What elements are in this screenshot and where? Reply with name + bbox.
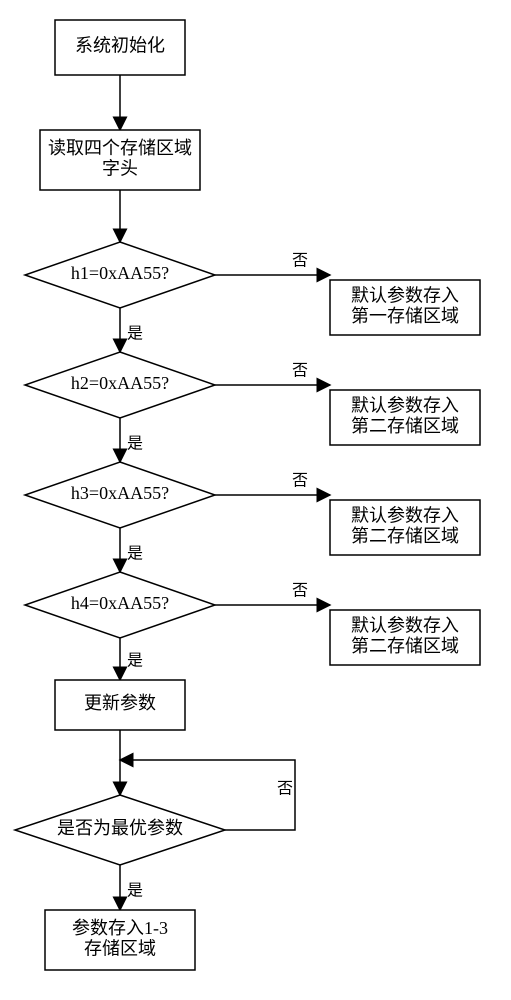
flow-node: 默认参数存入第二存储区域 <box>330 390 480 445</box>
flow-node: 默认参数存入第一存储区域 <box>330 280 480 335</box>
flow-node: 更新参数 <box>55 680 185 730</box>
node-label: 读取四个存储区域 <box>48 138 192 158</box>
flow-node: 读取四个存储区域字头 <box>40 130 200 190</box>
node-label: h2=0xAA55? <box>71 373 169 393</box>
flow-node: 默认参数存入第二存储区域 <box>330 500 480 555</box>
node-label: 第二存储区域 <box>351 636 459 656</box>
flow-node: h4=0xAA55? <box>25 572 215 638</box>
edge-label: 是 <box>127 436 143 453</box>
edge-label: 是 <box>127 546 143 563</box>
flow-node: h3=0xAA55? <box>25 462 215 528</box>
node-label: 默认参数存入 <box>351 395 459 415</box>
node-label: 第二存储区域 <box>351 416 459 436</box>
node-label: h4=0xAA55? <box>71 593 169 613</box>
node-label: h3=0xAA55? <box>71 483 169 503</box>
edge-label: 否 <box>292 583 308 600</box>
edge-label: 是 <box>127 326 143 343</box>
flow-node: 系统初始化 <box>55 20 185 75</box>
node-label: 是否为最优参数 <box>57 818 183 838</box>
edge-label: 是 <box>127 653 143 670</box>
flow-node: 参数存入1-3存储区域 <box>45 910 195 970</box>
edge-label: 否 <box>292 253 308 270</box>
node-label: 第一存储区域 <box>351 306 459 326</box>
node-label: 参数存入1-3 <box>72 918 168 938</box>
flow-node: 默认参数存入第二存储区域 <box>330 610 480 665</box>
edge-label: 否 <box>292 363 308 380</box>
node-label: 默认参数存入 <box>351 615 459 635</box>
flowchart-canvas: 是否是否是否是否是否系统初始化读取四个存储区域字头h1=0xAA55?默认参数存… <box>0 0 511 1000</box>
node-label: 字头 <box>102 158 138 178</box>
node-label: 默认参数存入 <box>351 285 459 305</box>
node-label: 更新参数 <box>84 693 156 713</box>
node-label: 存储区域 <box>84 938 156 958</box>
flow-node: h1=0xAA55? <box>25 242 215 308</box>
flow-node: 是否为最优参数 <box>15 795 225 865</box>
node-label: h1=0xAA55? <box>71 263 169 283</box>
node-label: 系统初始化 <box>75 36 165 56</box>
node-label: 第二存储区域 <box>351 526 459 546</box>
edge-label: 否 <box>292 473 308 490</box>
flow-node: h2=0xAA55? <box>25 352 215 418</box>
edge-label: 否 <box>277 781 293 798</box>
edge-label: 是 <box>127 883 143 900</box>
node-label: 默认参数存入 <box>351 505 459 525</box>
